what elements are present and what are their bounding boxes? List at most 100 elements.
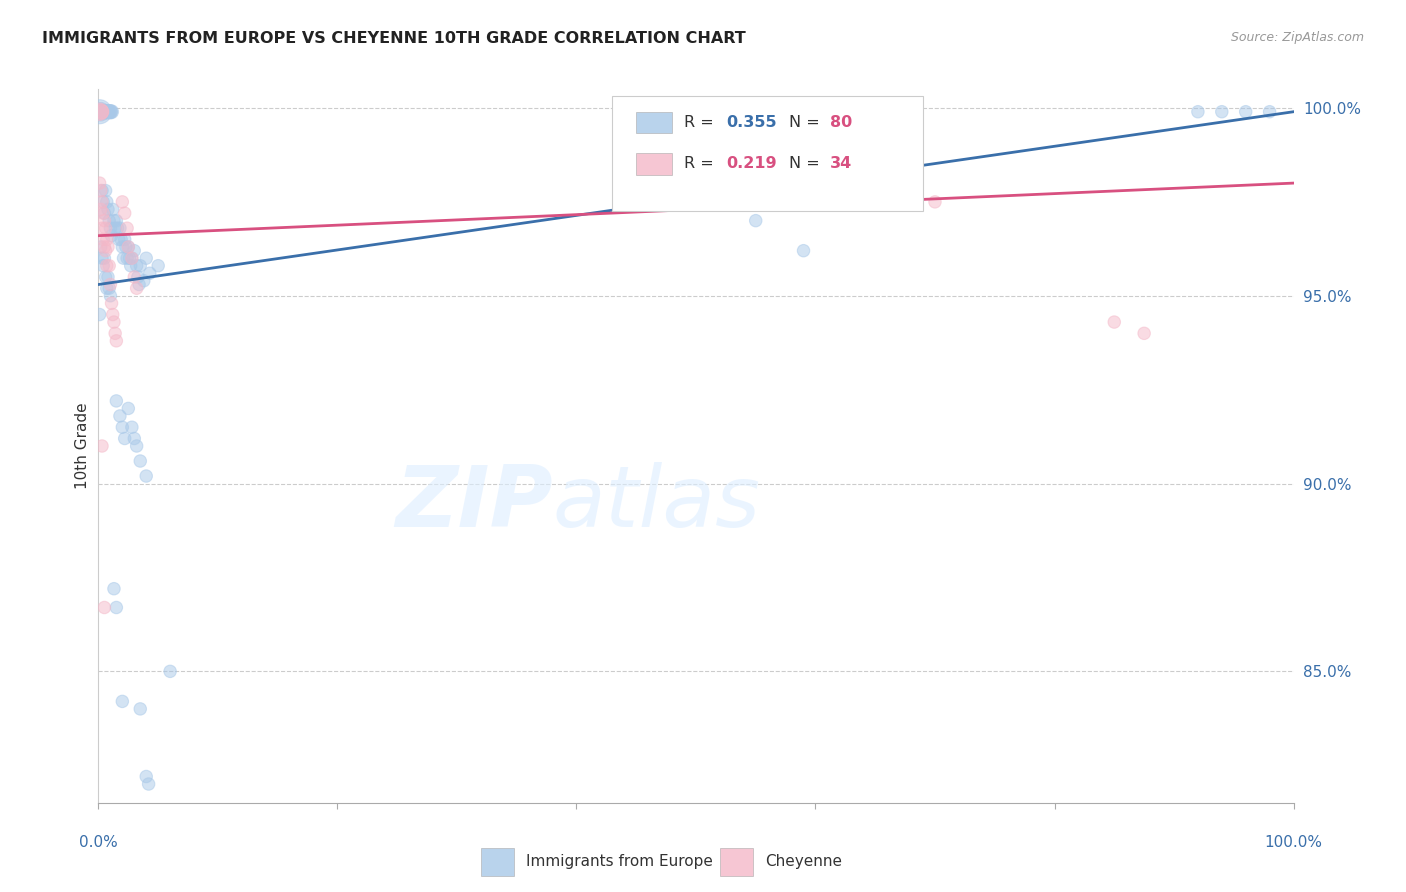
Point	[1258, 104, 1281, 119]
Point	[101, 308, 124, 322]
Point	[98, 104, 122, 119]
Text: 100.0%: 100.0%	[1264, 835, 1323, 850]
Point	[114, 432, 136, 446]
Text: Immigrants from Europe: Immigrants from Europe	[526, 854, 713, 869]
Point	[96, 194, 118, 209]
Point	[97, 240, 120, 254]
Point	[91, 104, 114, 119]
Text: R =: R =	[685, 114, 718, 129]
Point	[105, 600, 128, 615]
Point	[93, 213, 115, 227]
Point	[121, 251, 143, 265]
Text: ZIP: ZIP	[395, 461, 553, 545]
FancyBboxPatch shape	[481, 848, 515, 876]
Point	[1234, 104, 1257, 119]
Text: IMMIGRANTS FROM EUROPE VS CHEYENNE 10TH GRADE CORRELATION CHART: IMMIGRANTS FROM EUROPE VS CHEYENNE 10TH …	[42, 31, 747, 46]
Point	[98, 277, 122, 292]
Point	[98, 104, 121, 119]
Point	[105, 334, 128, 348]
Point	[139, 266, 162, 280]
Text: atlas: atlas	[553, 461, 761, 545]
Point	[97, 104, 120, 119]
Point	[124, 270, 146, 285]
Point	[89, 308, 111, 322]
Point	[107, 232, 129, 246]
Point	[97, 202, 120, 217]
Point	[108, 409, 131, 423]
Point	[121, 251, 143, 265]
Point	[94, 270, 117, 285]
Point	[98, 259, 121, 273]
Point	[135, 770, 157, 784]
Point	[91, 184, 114, 198]
Text: Source: ZipAtlas.com: Source: ZipAtlas.com	[1230, 31, 1364, 45]
Point	[1102, 315, 1125, 329]
Point	[100, 296, 122, 310]
Point	[107, 221, 129, 235]
Point	[91, 104, 114, 119]
Point	[91, 206, 114, 220]
Point	[125, 439, 148, 453]
Point	[104, 326, 127, 341]
Point	[103, 213, 125, 227]
Text: R =: R =	[685, 156, 718, 171]
Point	[93, 600, 115, 615]
Point	[110, 232, 132, 246]
Point	[745, 213, 768, 227]
Point	[93, 240, 115, 254]
Point	[100, 104, 122, 119]
Point	[93, 251, 115, 265]
Text: 34: 34	[830, 156, 852, 171]
Point	[105, 213, 128, 227]
Point	[114, 232, 136, 246]
Point	[159, 665, 181, 679]
Point	[90, 104, 112, 119]
Point	[91, 104, 114, 119]
Point	[90, 240, 112, 254]
Text: 0.0%: 0.0%	[79, 835, 118, 850]
Point	[114, 206, 136, 220]
Point	[97, 104, 120, 119]
Point	[111, 694, 134, 708]
Text: 80: 80	[830, 114, 852, 129]
Point	[129, 259, 152, 273]
Point	[98, 104, 122, 119]
Point	[101, 202, 124, 217]
Point	[94, 104, 117, 119]
Point	[100, 228, 122, 243]
Point	[96, 281, 118, 295]
Point	[129, 702, 152, 716]
Point	[111, 194, 134, 209]
Y-axis label: 10th Grade: 10th Grade	[75, 402, 90, 490]
Point	[124, 432, 146, 446]
Point	[127, 270, 149, 285]
Point	[96, 104, 118, 119]
Point	[128, 277, 150, 292]
Text: Cheyenne: Cheyenne	[765, 854, 842, 869]
Point	[117, 401, 139, 416]
Point	[793, 244, 815, 258]
Point	[98, 213, 121, 227]
Point	[115, 251, 138, 265]
Point	[1211, 104, 1233, 119]
Point	[1133, 326, 1156, 341]
Point	[94, 184, 117, 198]
Point	[121, 420, 143, 434]
Point	[108, 221, 131, 235]
Point	[924, 194, 946, 209]
Text: N =: N =	[789, 114, 825, 129]
Point	[120, 259, 142, 273]
Point	[90, 104, 112, 119]
Point	[98, 281, 121, 295]
Point	[117, 240, 139, 254]
Point	[96, 232, 118, 246]
Point	[94, 244, 117, 258]
FancyBboxPatch shape	[637, 153, 672, 175]
Point	[900, 184, 922, 198]
Point	[112, 251, 135, 265]
Point	[117, 240, 139, 254]
Point	[91, 194, 114, 209]
Point	[132, 274, 155, 288]
Point	[103, 582, 125, 596]
Point	[118, 251, 141, 265]
